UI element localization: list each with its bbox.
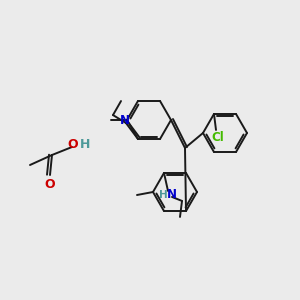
Text: Cl: Cl <box>212 131 224 144</box>
Text: H: H <box>80 139 90 152</box>
Text: O: O <box>45 178 55 190</box>
Text: O: O <box>68 139 78 152</box>
Text: N: N <box>120 114 130 127</box>
Text: N: N <box>167 188 177 201</box>
Text: H: H <box>159 190 167 200</box>
